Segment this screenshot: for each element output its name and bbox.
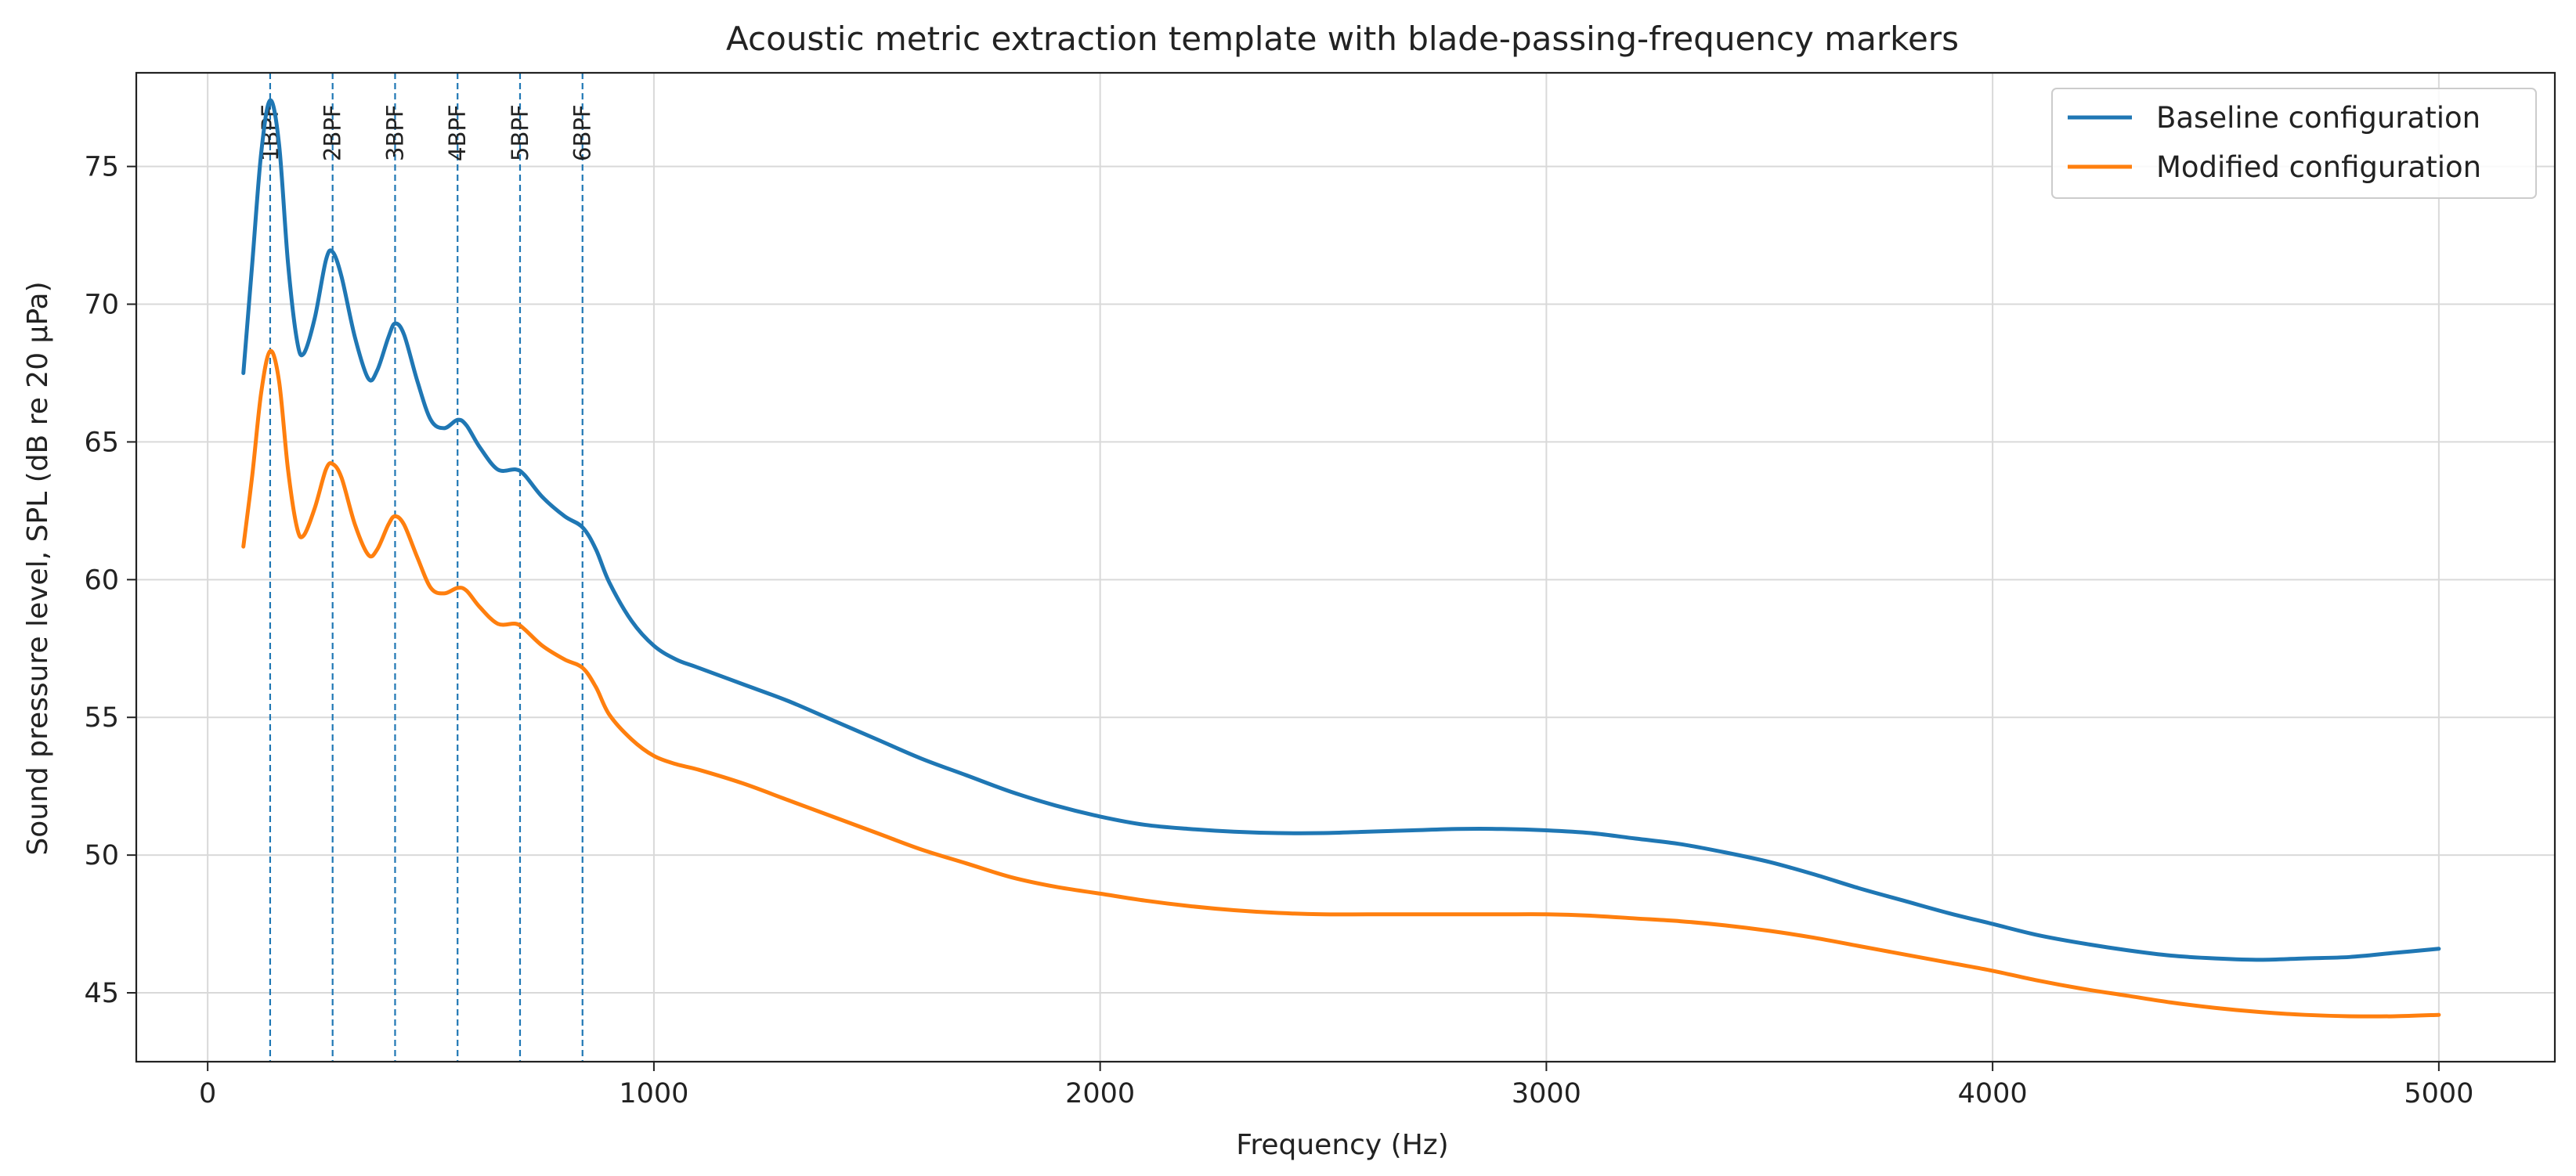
bpf-marker-label: 6BPF: [569, 104, 596, 161]
x-tick-label: 1000: [619, 1078, 688, 1109]
legend-label-baseline: Baseline configuration: [2156, 101, 2480, 135]
legend-box: [2051, 88, 2537, 199]
y-axis-label: Sound pressure level, SPL (dB re 20 μPa): [22, 281, 54, 855]
bpf-marker-label: 5BPF: [507, 104, 533, 161]
x-tick-label: 2000: [1065, 1078, 1135, 1109]
y-tick-label: 60: [84, 565, 119, 596]
grid: [136, 73, 2555, 1062]
legend-label-modified: Modified configuration: [2156, 150, 2481, 184]
y-tick-label: 70: [84, 290, 119, 321]
bpf-marker-label: 4BPF: [444, 104, 471, 161]
x-tick-label: 4000: [1958, 1078, 2028, 1109]
x-tick-label: 3000: [1512, 1078, 1581, 1109]
plot-frame: [135, 71, 2556, 1063]
x-tick-label: 0: [199, 1078, 216, 1109]
y-tick-label: 45: [84, 978, 119, 1009]
y-axis: 45 50 55 60 65 70 75: [84, 152, 136, 1009]
x-tick-label: 5000: [2404, 1078, 2473, 1109]
x-axis: 0 1000 2000 3000 4000 5000: [199, 1062, 2473, 1109]
series-line-modified: [241, 348, 2441, 1019]
bpf-marker-label: 3BPF: [381, 104, 408, 161]
series-lines: [241, 98, 2441, 1019]
bpf-marker-label: 2BPF: [320, 104, 346, 161]
x-axis-label: Frequency (Hz): [1236, 1129, 1448, 1161]
legend: Baseline configuration Modified configur…: [2051, 88, 2537, 199]
y-tick-label: 55: [84, 702, 119, 734]
y-tick-label: 75: [84, 152, 119, 183]
y-tick-label: 50: [84, 840, 119, 871]
y-tick-label: 65: [84, 427, 119, 458]
series-line-baseline: [241, 98, 2441, 962]
chart-title: Acoustic metric extraction template with…: [726, 20, 1959, 58]
